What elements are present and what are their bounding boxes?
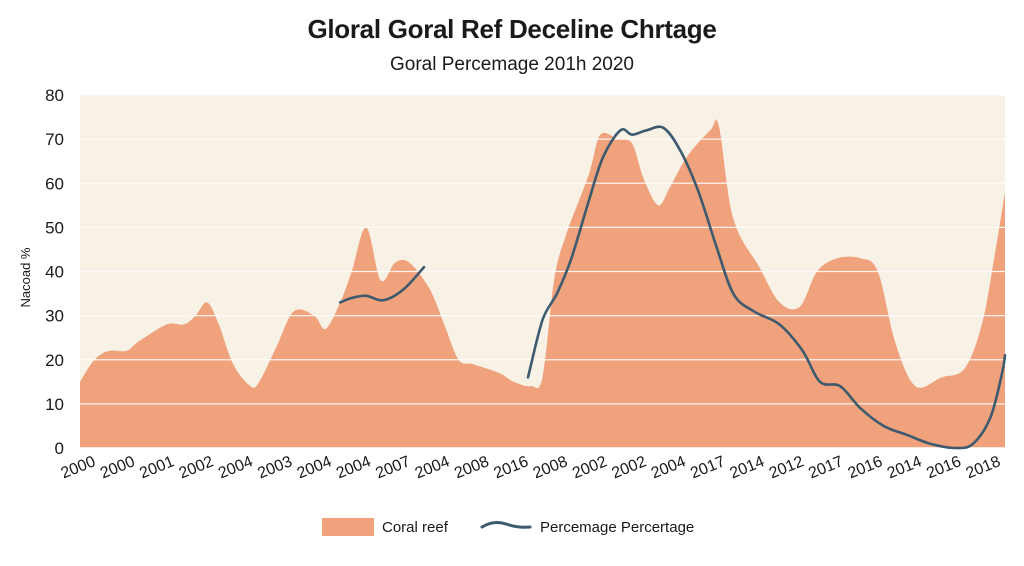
x-tick-label: 2012 xyxy=(767,453,806,482)
y-tick-label: 80 xyxy=(45,86,64,105)
y-tick-label: 50 xyxy=(45,218,64,237)
legend-label-line: Percemage Percertage xyxy=(540,518,695,536)
x-tick-label: 2004 xyxy=(649,453,688,482)
chart-title: Gloral Goral Ref Deceline Chrtage xyxy=(307,14,717,44)
x-tick-label: 2004 xyxy=(413,453,452,482)
legend: Coral reef Percemage Percertage xyxy=(0,518,1024,542)
coral-reef-area xyxy=(80,119,1005,448)
x-tick-label: 2000 xyxy=(59,453,98,482)
x-tick-label: 2017 xyxy=(806,453,845,482)
x-tick-label: 2002 xyxy=(177,453,216,482)
y-tick-label: 70 xyxy=(45,130,64,149)
x-tick-label: 2014 xyxy=(728,453,767,482)
y-tick-label: 30 xyxy=(45,307,64,326)
x-tick-label: 2002 xyxy=(570,453,609,482)
y-tick-label: 20 xyxy=(45,351,64,370)
legend-swatch-line xyxy=(480,521,532,529)
percentage-line xyxy=(338,265,426,304)
legend-item-area: Coral reef xyxy=(322,518,448,536)
x-tick-label: 2016 xyxy=(924,453,963,482)
x-tick-label: 2007 xyxy=(373,453,412,482)
x-tick-label: 2000 xyxy=(98,453,137,482)
y-tick-label: 40 xyxy=(45,263,64,282)
x-tick-label: 2008 xyxy=(531,453,570,482)
legend-swatch-area xyxy=(322,518,374,536)
y-tick-label: 0 xyxy=(55,439,64,458)
legend-item-line: Percemage Percertage xyxy=(480,518,694,536)
y-tick-label: 10 xyxy=(45,395,64,414)
y-tick-label: 60 xyxy=(45,174,64,193)
x-tick-label: 2014 xyxy=(885,453,924,482)
x-tick-label: 2004 xyxy=(216,453,255,482)
x-tick-label: 2004 xyxy=(295,453,334,482)
x-tick-label: 2016 xyxy=(846,453,885,482)
x-tick-label: 2018 xyxy=(964,453,1003,482)
percentage-line xyxy=(526,125,1007,450)
chart-subtitle: Goral Percemage 201h 2020 xyxy=(390,54,634,75)
x-tick-label: 2001 xyxy=(137,453,176,482)
x-tick-label: 2016 xyxy=(491,453,530,482)
x-tick-label: 2004 xyxy=(334,453,373,482)
x-tick-label: 2003 xyxy=(255,453,294,482)
x-tick-label: 2002 xyxy=(609,453,648,482)
x-tick-label: 2017 xyxy=(688,453,727,482)
legend-label-area: Coral reef xyxy=(382,518,448,536)
x-tick-label: 2008 xyxy=(452,453,491,482)
y-axis-label: Nacoad % xyxy=(18,247,33,307)
